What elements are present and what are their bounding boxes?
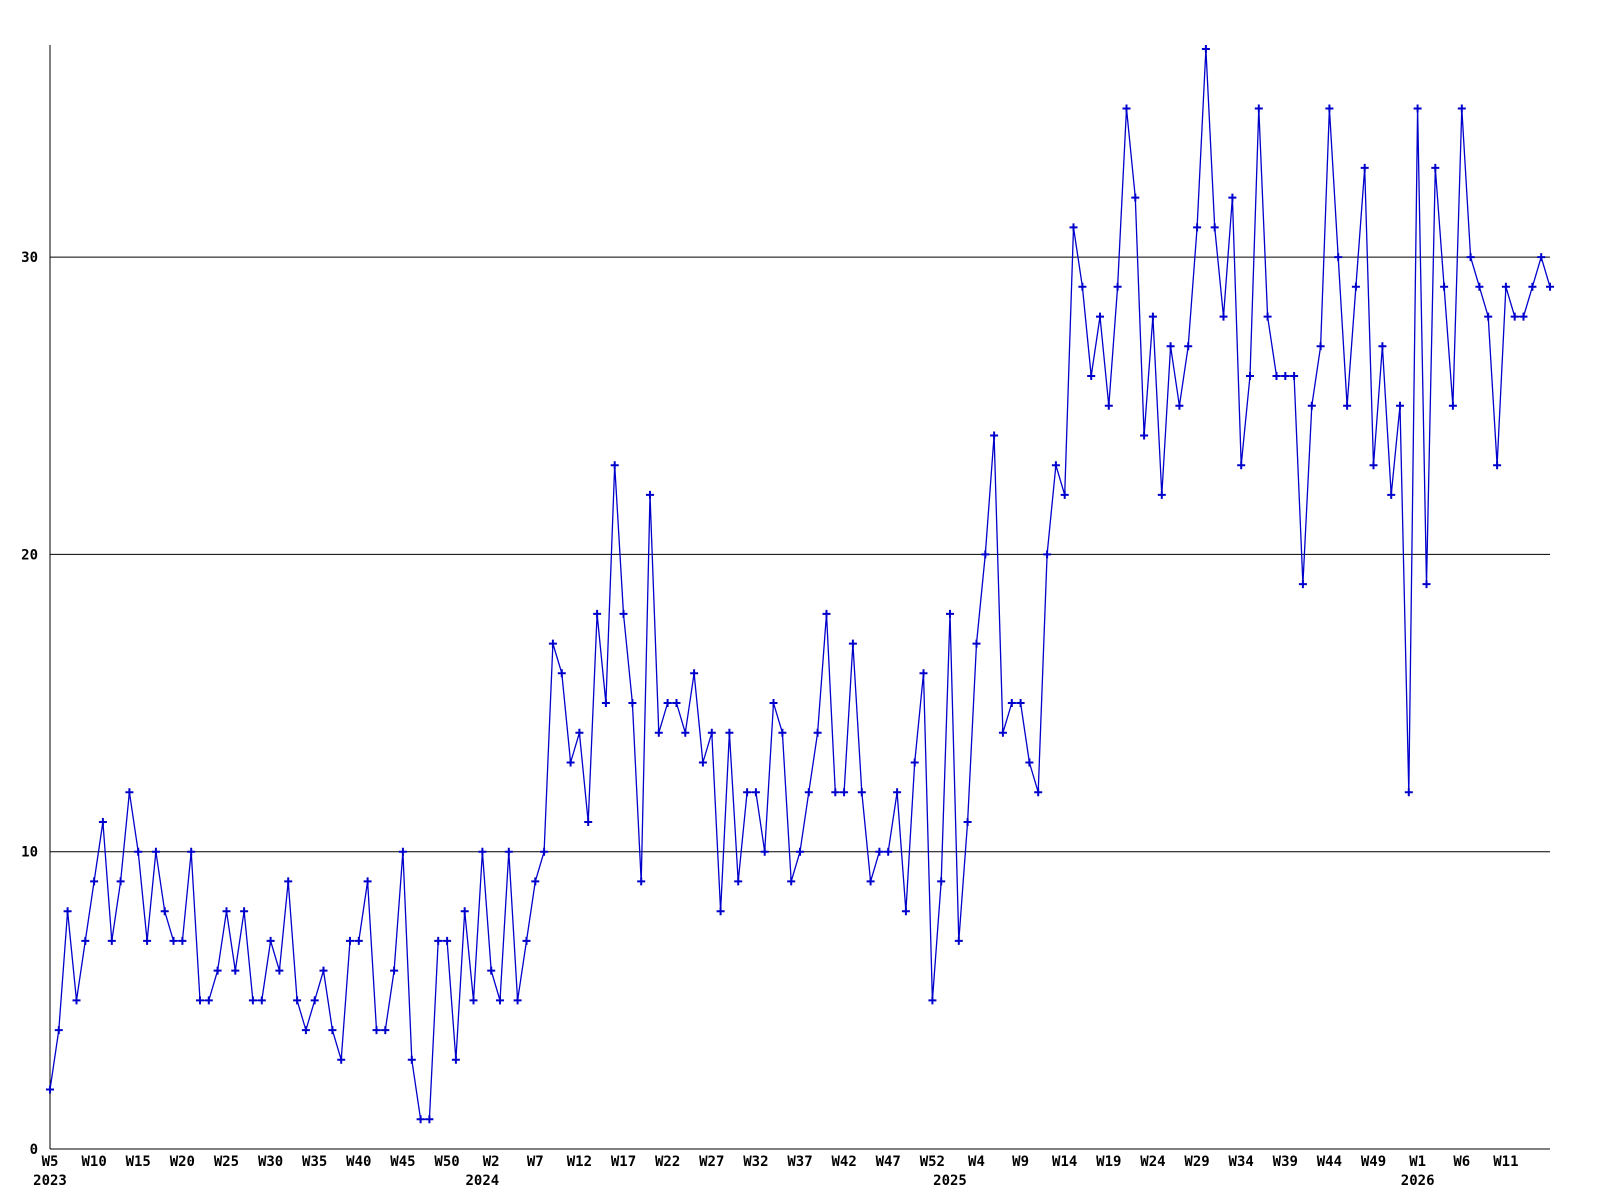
data-line xyxy=(49,48,1551,1120)
x-tick-label: W35 xyxy=(302,1154,327,1170)
y-tick-label: 20 xyxy=(21,547,38,563)
x-tick-label: W29 xyxy=(1184,1154,1209,1170)
x-tick-label: W30 xyxy=(258,1154,283,1170)
x-tick-label: W40 xyxy=(346,1154,371,1170)
x-tick-label: W50 xyxy=(434,1154,459,1170)
x-tick-label: W49 xyxy=(1361,1154,1386,1170)
x-tick-label: W7 xyxy=(527,1154,544,1170)
x-tick-label: W47 xyxy=(876,1154,901,1170)
x-tick-label: W27 xyxy=(699,1154,724,1170)
x-tick-label: W15 xyxy=(126,1154,151,1170)
year-label: 2025 xyxy=(933,1173,967,1189)
year-label: 2024 xyxy=(465,1173,499,1189)
y-tick-label: 10 xyxy=(21,845,38,861)
x-tick-label: W44 xyxy=(1317,1154,1342,1170)
x-tick-label: W42 xyxy=(831,1154,856,1170)
data-point-markers xyxy=(46,45,1554,1124)
x-tick-label: W6 xyxy=(1453,1154,1470,1170)
x-tick-label: W1 xyxy=(1409,1154,1426,1170)
x-tick-label: W12 xyxy=(567,1154,592,1170)
year-label: 2023 xyxy=(33,1173,67,1189)
x-tick-label: W10 xyxy=(81,1154,106,1170)
y-tick-label: 30 xyxy=(21,250,38,266)
x-tick-label: W37 xyxy=(787,1154,812,1170)
year-label: 2026 xyxy=(1401,1173,1435,1189)
x-tick-label: W2 xyxy=(483,1154,500,1170)
x-tick-label: W52 xyxy=(920,1154,945,1170)
x-tick-label: W34 xyxy=(1229,1154,1254,1170)
x-tick-label: W17 xyxy=(611,1154,636,1170)
x-tick-label: W39 xyxy=(1273,1154,1298,1170)
x-tick-label: W22 xyxy=(655,1154,680,1170)
x-tick-label: W9 xyxy=(1012,1154,1029,1170)
x-tick-label: W45 xyxy=(390,1154,415,1170)
x-tick-label: W4 xyxy=(968,1154,985,1170)
x-tick-label: W5 xyxy=(42,1154,59,1170)
x-tick-label: W11 xyxy=(1493,1154,1518,1170)
y-tick-label: 0 xyxy=(30,1142,38,1158)
x-tick-label: W24 xyxy=(1140,1154,1165,1170)
x-tick-label: W14 xyxy=(1052,1154,1077,1170)
x-tick-label: W25 xyxy=(214,1154,239,1170)
x-tick-label: W32 xyxy=(743,1154,768,1170)
x-tick-label: W20 xyxy=(170,1154,195,1170)
x-tick-label: W19 xyxy=(1096,1154,1121,1170)
